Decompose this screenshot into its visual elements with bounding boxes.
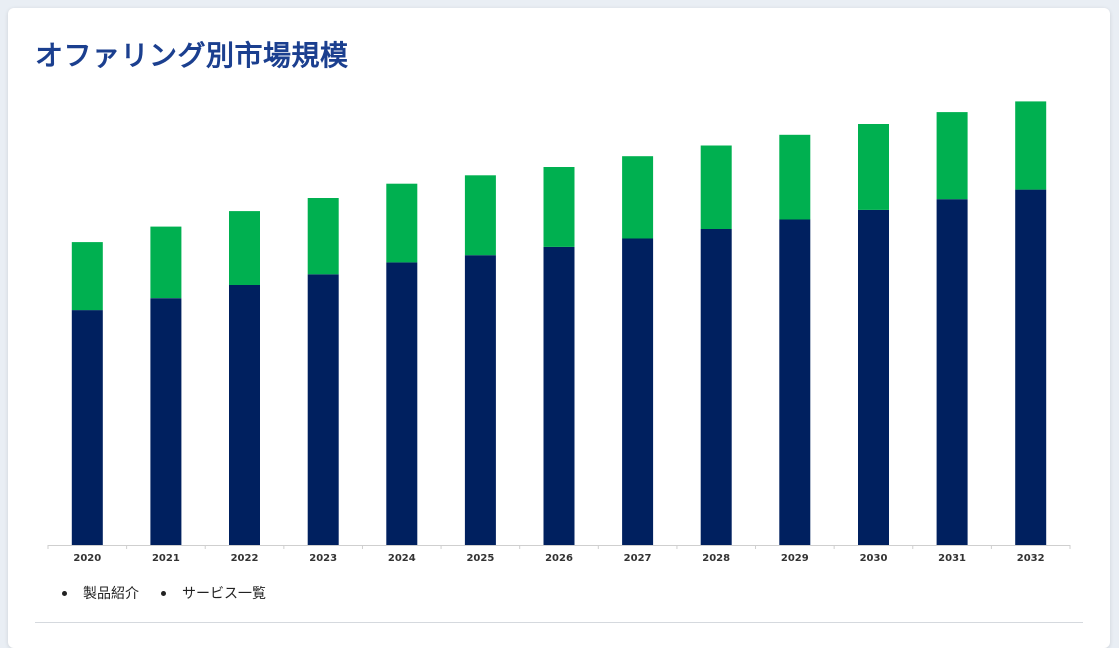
bar-services-2026[interactable]	[543, 167, 575, 247]
bar-services-2023[interactable]	[307, 198, 339, 275]
legend-item-products[interactable]: 製品紹介	[62, 583, 139, 603]
legend: 製品紹介 サービス一覧	[62, 583, 266, 603]
legend-label: 製品紹介	[83, 586, 139, 602]
bar-products-2022[interactable]	[229, 285, 260, 545]
x-tick-label: 2030	[860, 553, 888, 564]
x-tick-label: 2032	[1017, 553, 1045, 564]
bullet-icon	[62, 590, 67, 596]
bar-products-2028[interactable]	[700, 229, 732, 545]
x-tick-label: 2020	[73, 553, 101, 564]
x-tick-label: 2025	[466, 553, 494, 564]
bar-products-2030[interactable]	[858, 209, 889, 545]
bullet-icon	[161, 590, 166, 596]
legend-label: サービス一覧	[182, 586, 266, 602]
stacked-bar-chart: 2020 2021 2022 2023 2024 2025 2026 2027 2028 2029…	[47, 101, 1071, 564]
bar-products-2031[interactable]	[936, 199, 968, 545]
x-tick-label: 2029	[781, 553, 809, 564]
x-tick-label: 2021	[152, 553, 180, 564]
bar-products-2021[interactable]	[150, 298, 182, 545]
x-tick-label: 2031	[938, 553, 966, 564]
bar-services-2020[interactable]	[71, 242, 103, 311]
bar-services-2025[interactable]	[464, 175, 496, 256]
chart-title: オファリング別市場規模	[35, 39, 349, 72]
bar-services-2024[interactable]	[386, 183, 418, 263]
bar-products-2025[interactable]	[464, 255, 496, 545]
bar-services-2027[interactable]	[622, 156, 654, 239]
x-tick-label: 2022	[231, 553, 259, 564]
bar-services-2032[interactable]	[1015, 101, 1047, 190]
bar-services-2021[interactable]	[150, 226, 182, 299]
bar-products-2032[interactable]	[1015, 189, 1047, 545]
legend-item-services[interactable]: サービス一覧	[161, 583, 266, 603]
x-tick-label: 2024	[388, 553, 416, 564]
bar-services-2030[interactable]	[858, 124, 889, 210]
x-tick-label: 2028	[702, 553, 730, 564]
divider	[35, 622, 1083, 623]
bar-products-2023[interactable]	[307, 274, 339, 545]
bar-services-2029[interactable]	[779, 134, 811, 220]
bar-products-2024[interactable]	[386, 262, 418, 545]
bar-products-2020[interactable]	[71, 310, 103, 545]
bar-products-2027[interactable]	[622, 238, 654, 546]
x-tick-label: 2026	[545, 553, 573, 564]
x-tick-label: 2027	[624, 553, 652, 564]
bar-products-2026[interactable]	[543, 246, 575, 545]
bar-services-2028[interactable]	[700, 145, 732, 230]
x-tick-label: 2023	[309, 553, 337, 564]
bar-services-2031[interactable]	[936, 112, 968, 200]
chart-card: オファリング別市場規模 2020 2021 2022 2023 2024 2025 2026…	[8, 8, 1110, 648]
bar-products-2029[interactable]	[779, 219, 811, 545]
bar-services-2022[interactable]	[229, 211, 260, 285]
